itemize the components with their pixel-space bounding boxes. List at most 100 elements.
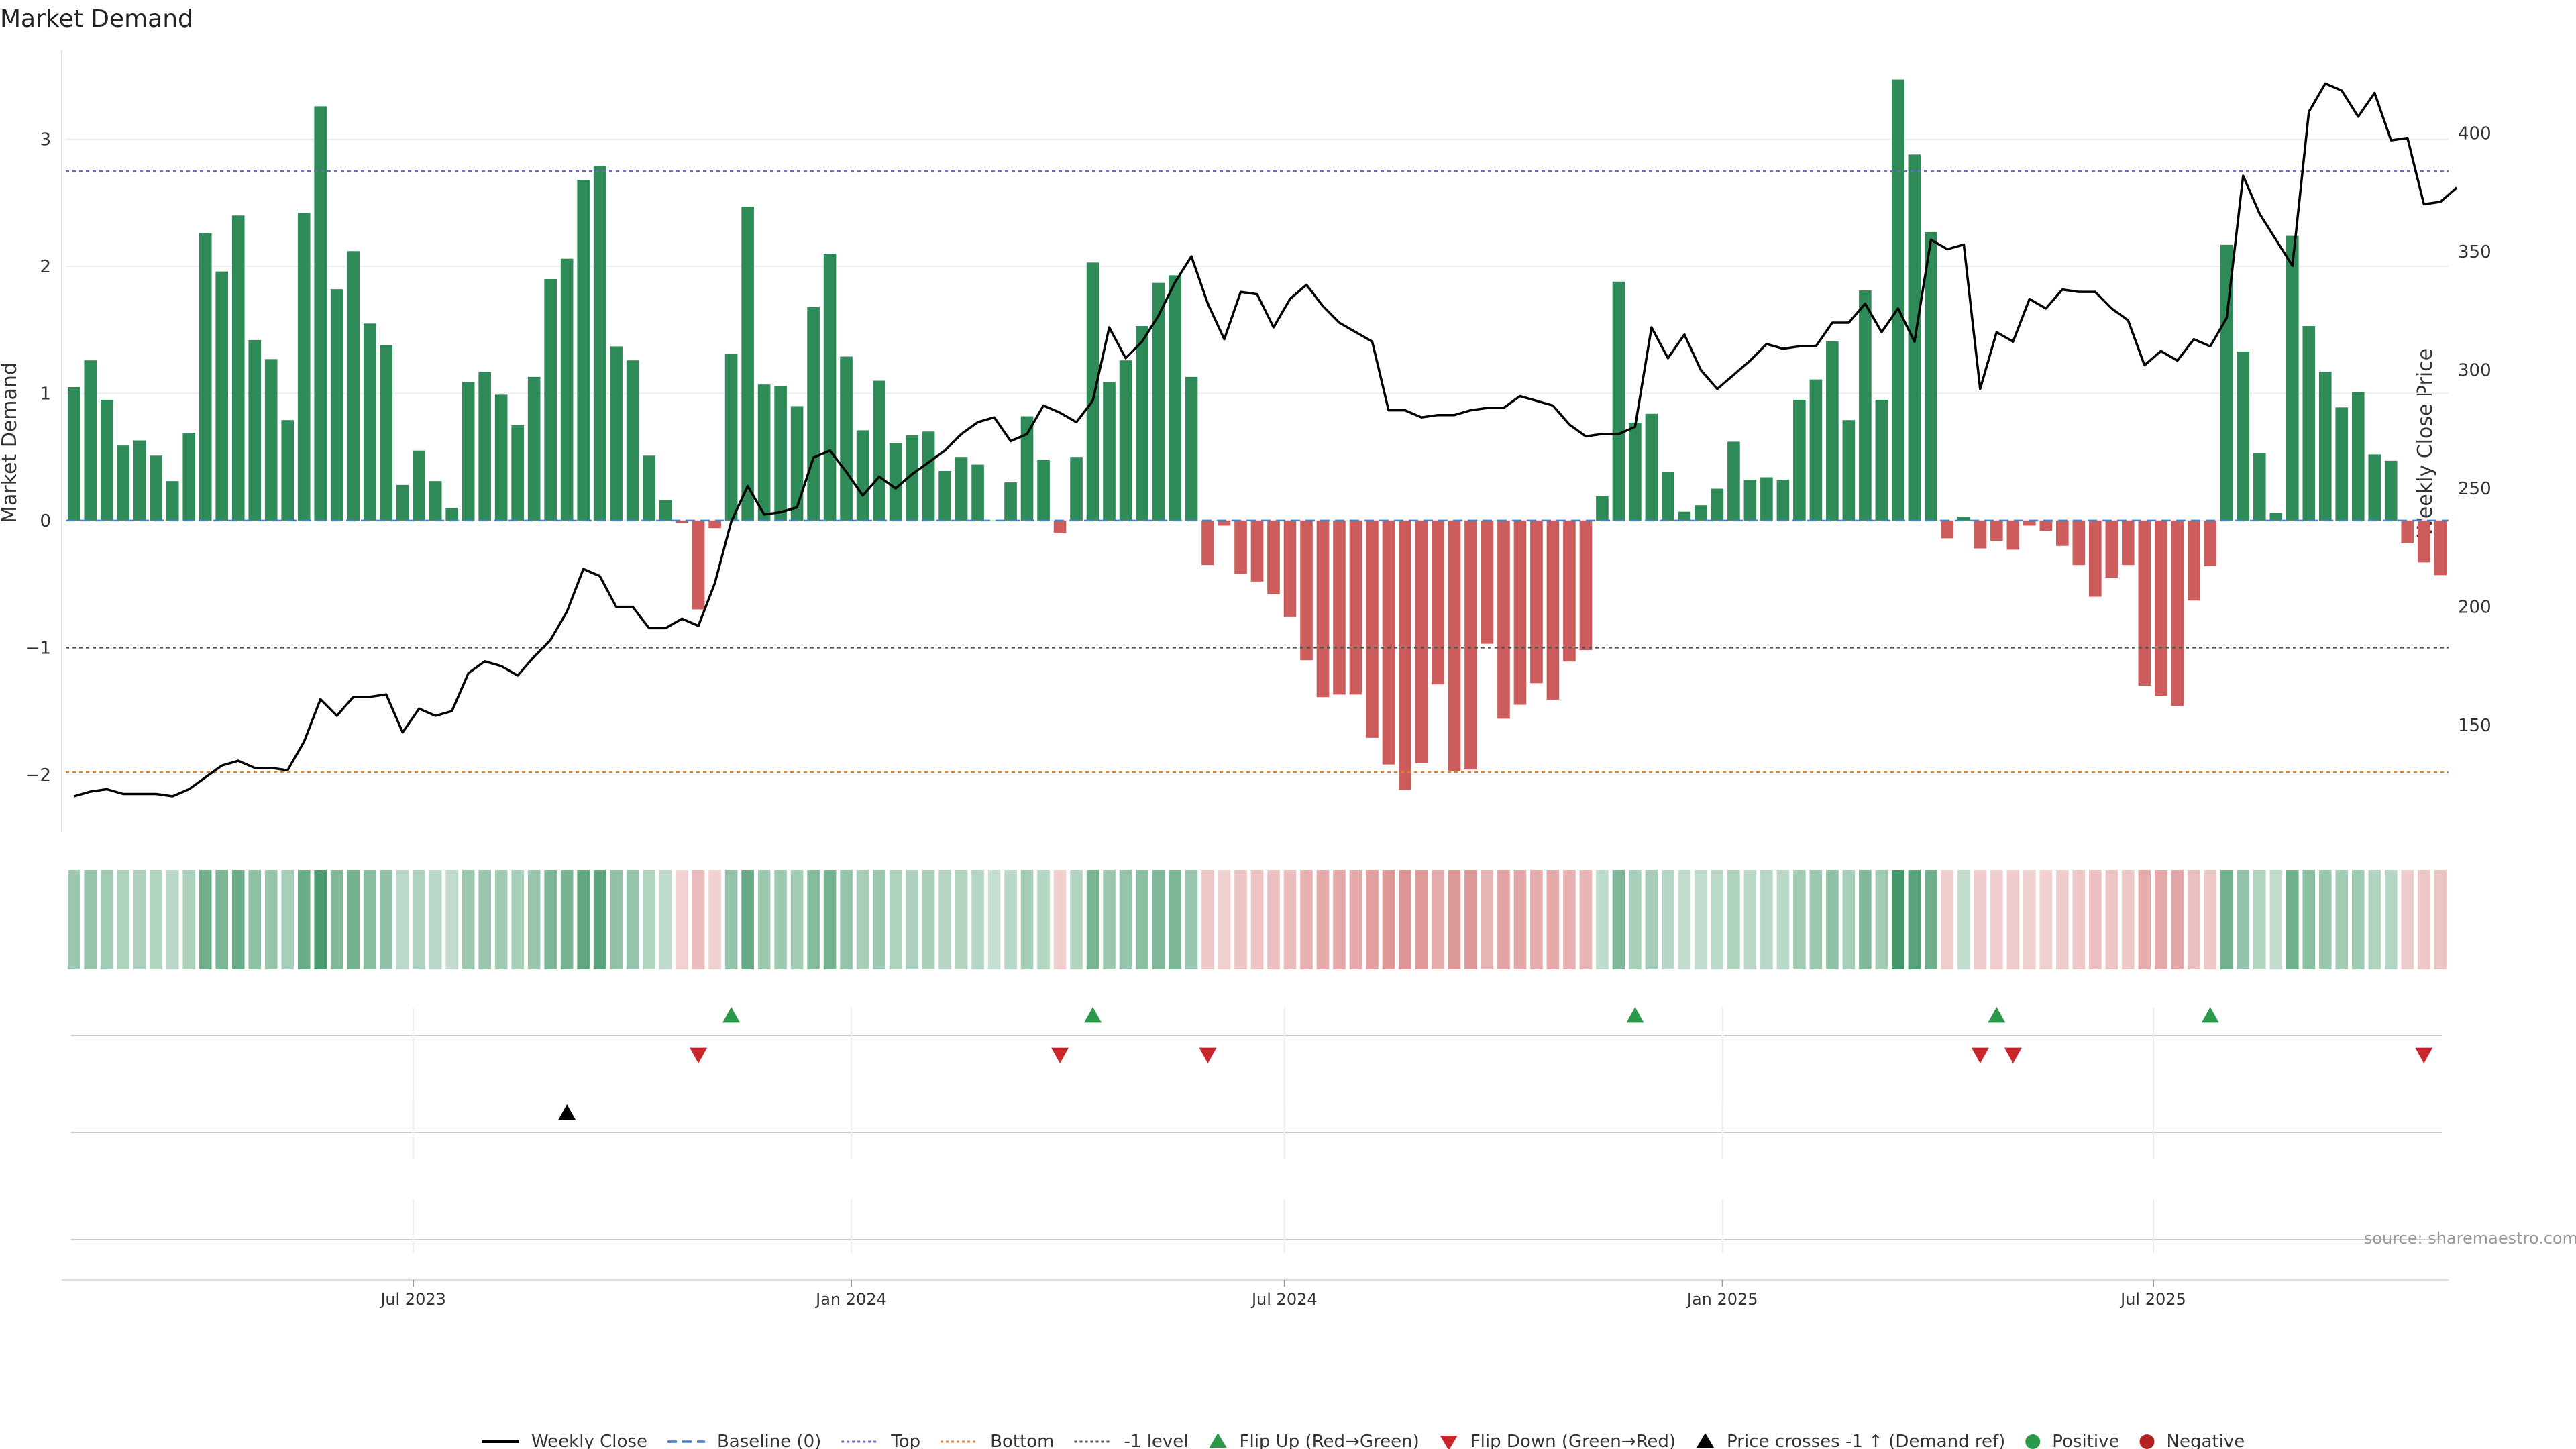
demand-bar bbox=[1169, 275, 1181, 521]
demand-bar bbox=[396, 484, 409, 521]
price-cross-marker bbox=[558, 1104, 576, 1120]
heat-strip-cell bbox=[182, 870, 196, 969]
heat-strip-cell bbox=[1119, 870, 1132, 969]
heat-strip-cell bbox=[281, 870, 294, 969]
heat-strip-cell bbox=[2286, 870, 2299, 969]
demand-bar bbox=[1563, 520, 1576, 662]
heat-strip-cell bbox=[1662, 870, 1674, 969]
heat-strip-cell bbox=[67, 870, 80, 969]
demand-bar bbox=[1513, 520, 1527, 705]
heat-strip-cell bbox=[1809, 870, 1823, 969]
demand-bar bbox=[560, 258, 574, 521]
heat-strip-cell bbox=[1415, 870, 1428, 969]
demand-bar bbox=[2269, 513, 2283, 521]
demand-bar bbox=[380, 345, 392, 521]
y2-tick-label: 200 bbox=[2458, 598, 2491, 618]
y-tick-label: 1 bbox=[40, 384, 51, 404]
demand-bar bbox=[1695, 505, 1707, 521]
demand-bar bbox=[1382, 520, 1395, 765]
demand-bar bbox=[2187, 520, 2200, 601]
heat-strip-cell bbox=[297, 870, 311, 969]
demand-bar bbox=[1875, 399, 1888, 521]
heat-strip-cell bbox=[1448, 870, 1461, 969]
legend-label: Weekly Close bbox=[531, 1432, 647, 1449]
demand-bar bbox=[2318, 372, 2332, 521]
demand-bar bbox=[248, 339, 262, 521]
legend-label: Negative bbox=[2167, 1432, 2245, 1449]
demand-bar bbox=[807, 307, 820, 521]
heat-strip-cell bbox=[2039, 870, 2053, 969]
heat-strip-cell bbox=[2434, 870, 2447, 969]
demand-bar bbox=[1776, 480, 1790, 521]
heat-strip-cell bbox=[560, 870, 574, 969]
demand-bar bbox=[1974, 520, 1987, 549]
y-tick-label: −2 bbox=[25, 765, 51, 786]
legend: Weekly Close Baseline (0) Top Bottom -1 leve… bbox=[482, 1432, 2245, 1449]
demand-bar bbox=[264, 359, 278, 521]
demand-bar bbox=[117, 445, 130, 521]
legend-swatch-circle bbox=[2025, 1434, 2041, 1449]
heat-strip-cell bbox=[2351, 870, 2365, 969]
heat-strip-cell bbox=[577, 870, 590, 969]
demand-bar bbox=[67, 386, 80, 521]
demand-bar bbox=[1727, 441, 1740, 521]
legend-swatch-triangle-up bbox=[1209, 1433, 1227, 1448]
demand-bar bbox=[2023, 520, 2036, 526]
demand-bar bbox=[445, 507, 458, 521]
demand-bar bbox=[100, 399, 113, 521]
heat-strip-cell bbox=[873, 870, 885, 969]
heat-strip-cell bbox=[1366, 870, 1379, 969]
heat-strip-cell bbox=[708, 870, 721, 969]
demand-bar bbox=[922, 431, 935, 521]
demand-bar bbox=[1201, 520, 1214, 566]
heat-strip-cell bbox=[1925, 870, 1937, 969]
heat-strip-cell bbox=[938, 870, 951, 969]
demand-bar bbox=[462, 382, 475, 521]
flip-up-marker bbox=[722, 1007, 741, 1023]
demand-bar bbox=[889, 443, 902, 521]
heat-strip-cell bbox=[2237, 870, 2250, 969]
heat-strip-cell bbox=[248, 870, 262, 969]
heat-strip-cell bbox=[215, 870, 229, 969]
demand-bar bbox=[330, 289, 343, 521]
heat-strip-cell bbox=[2335, 870, 2349, 969]
demand-bar bbox=[2417, 520, 2430, 563]
heat-strip-cell bbox=[199, 870, 212, 969]
heat-strip-cell bbox=[741, 870, 754, 969]
demand-bar bbox=[1218, 520, 1231, 526]
demand-bar bbox=[2089, 520, 2102, 597]
demand-bar bbox=[757, 384, 771, 521]
legend-label: Flip Down (Green→Red) bbox=[1470, 1432, 1676, 1449]
heat-strip-cell bbox=[1267, 870, 1280, 969]
demand-bar bbox=[1037, 459, 1050, 521]
demand-bar bbox=[1464, 520, 1477, 770]
heat-strip-cell bbox=[1037, 870, 1050, 969]
heat-strip-cell bbox=[1563, 870, 1576, 969]
legend-item: Top bbox=[841, 1432, 920, 1449]
heat-strip-cell bbox=[626, 870, 639, 969]
demand-bar bbox=[1119, 360, 1132, 521]
demand-bar bbox=[527, 376, 541, 521]
heat-strip-cell bbox=[527, 870, 541, 969]
heat-strip-cell bbox=[1316, 870, 1330, 969]
heat-strip-cell bbox=[922, 870, 935, 969]
heat-strip-cell bbox=[494, 870, 508, 969]
demand-bar bbox=[955, 457, 968, 521]
heat-strip-cell bbox=[429, 870, 442, 969]
heat-strip-cell bbox=[1974, 870, 1987, 969]
y-axis-label: Market Demand bbox=[0, 362, 21, 523]
heat-strip-cell bbox=[2155, 870, 2167, 969]
flip-down-marker bbox=[1971, 1047, 1989, 1063]
heat-strip-cell bbox=[2302, 870, 2316, 969]
legend-item: -1 level bbox=[1074, 1432, 1189, 1449]
legend-swatch-circle bbox=[2139, 1434, 2155, 1449]
heat-strip-cell bbox=[1776, 870, 1790, 969]
x-tick-label: Jan 2025 bbox=[1686, 1290, 1758, 1309]
demand-bar bbox=[1957, 517, 1970, 521]
demand-bar bbox=[1432, 520, 1444, 685]
demand-bar bbox=[1859, 290, 1872, 521]
heat-strip-cell bbox=[1678, 870, 1691, 969]
x-axis: Jul 2023 Jan 2024 Jul 2024 Jan 2025 Jul 2025 bbox=[62, 1279, 2449, 1309]
demand-bar bbox=[182, 433, 196, 521]
demand-bar bbox=[84, 360, 97, 521]
